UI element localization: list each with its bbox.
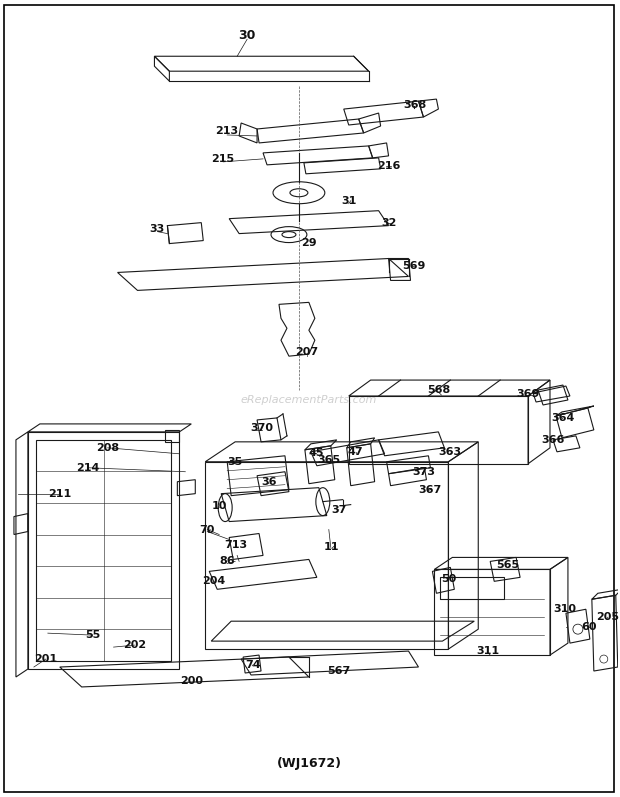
Text: 569: 569 — [402, 261, 425, 272]
Text: 86: 86 — [219, 556, 235, 567]
Text: 367: 367 — [418, 485, 442, 495]
Text: 565: 565 — [497, 560, 520, 571]
Text: 37: 37 — [331, 505, 347, 515]
Text: 310: 310 — [554, 604, 577, 614]
Text: 214: 214 — [76, 463, 99, 473]
Text: 70: 70 — [200, 524, 215, 535]
Text: 311: 311 — [477, 646, 500, 656]
Text: 30: 30 — [239, 29, 256, 41]
Text: 364: 364 — [551, 413, 575, 423]
Text: 373: 373 — [412, 467, 435, 477]
Text: 36: 36 — [261, 477, 277, 487]
Text: 10: 10 — [211, 501, 227, 511]
Text: 567: 567 — [327, 666, 350, 676]
Text: 205: 205 — [596, 612, 619, 622]
Text: 370: 370 — [250, 423, 273, 433]
Text: 35: 35 — [228, 457, 243, 467]
Text: 568: 568 — [427, 385, 450, 395]
Text: 201: 201 — [34, 654, 58, 664]
Text: 363: 363 — [439, 447, 462, 457]
Text: 216: 216 — [377, 161, 401, 171]
Text: 204: 204 — [203, 576, 226, 587]
Text: 368: 368 — [403, 100, 426, 110]
Text: 713: 713 — [224, 540, 248, 551]
Text: 365: 365 — [317, 455, 340, 465]
Text: 33: 33 — [150, 224, 165, 234]
Text: 366: 366 — [541, 435, 565, 445]
Text: 50: 50 — [441, 575, 456, 584]
Text: 32: 32 — [381, 218, 396, 228]
Text: 369: 369 — [516, 389, 540, 399]
Text: 211: 211 — [48, 489, 71, 499]
Text: 202: 202 — [123, 640, 146, 650]
Text: 200: 200 — [180, 676, 203, 686]
Text: 74: 74 — [246, 660, 261, 670]
Text: 55: 55 — [85, 630, 100, 640]
Text: 215: 215 — [211, 154, 235, 164]
Text: 213: 213 — [216, 126, 239, 136]
Text: 60: 60 — [581, 622, 596, 632]
Text: 45: 45 — [308, 448, 324, 457]
Text: 11: 11 — [324, 543, 340, 552]
Text: 47: 47 — [348, 447, 363, 457]
Text: 31: 31 — [341, 196, 356, 206]
Text: 29: 29 — [301, 238, 317, 248]
Text: (WJ1672): (WJ1672) — [277, 757, 342, 770]
Text: 207: 207 — [295, 347, 319, 357]
Text: 208: 208 — [96, 443, 119, 453]
Text: eReplacementParts.com: eReplacementParts.com — [241, 395, 377, 405]
